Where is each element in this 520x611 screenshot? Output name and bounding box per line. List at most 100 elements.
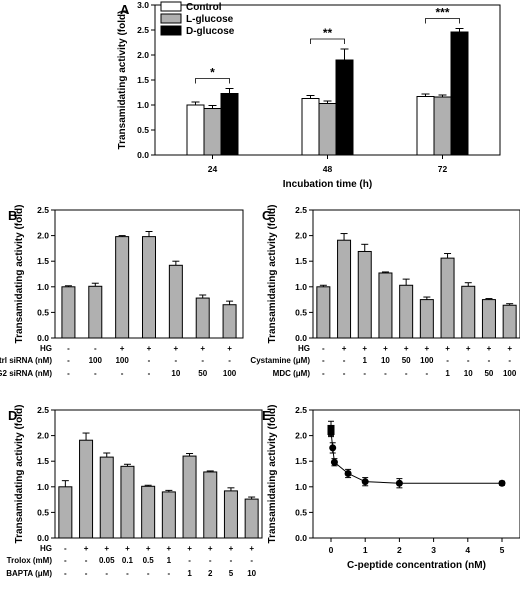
chart-2-condition-0-8: + (487, 344, 492, 353)
chart-1-condition-0-5: + (200, 344, 205, 353)
chart-2-condition-1-5: 100 (420, 356, 434, 365)
chart-3-condition-1-4: 0.5 (143, 556, 155, 565)
chart-0-sig-label-2: *** (435, 6, 449, 20)
chart-3-condition-2-5: - (168, 569, 171, 578)
chart-2-ytick-label-4: 2.0 (295, 231, 307, 241)
chart-2-bar-6 (440, 257, 455, 339)
chart-1-condition-1-2: 100 (115, 356, 129, 365)
chart-1-bar-6 (222, 304, 237, 339)
chart-0-bar-dglucose-48 (335, 59, 354, 156)
chart-2-condition-0-2: + (362, 344, 367, 353)
chart-3-condition-2-9: 10 (247, 569, 256, 578)
chart-2-bar-1 (337, 239, 352, 339)
chart-0-plot-frame (154, 4, 501, 156)
chart-4-ytick-label-1: 0.5 (295, 507, 307, 517)
chart-3-condition-2-8: 5 (229, 569, 234, 578)
chart-3-ytick-label-1: 0.5 (37, 507, 49, 517)
chart-1-ytick-label-1: 0.5 (37, 307, 49, 317)
chart-0-bar-lglucose-24 (203, 108, 222, 156)
chart-2-bar-4 (399, 284, 414, 339)
chart-0-bar-dglucose-24 (220, 93, 239, 156)
chart-1-condition-0-0: - (67, 344, 70, 353)
chart-1-condition-label-1: Ctrl siRNA (nM) (0, 356, 52, 365)
chart-0-panel-letter: A (120, 2, 130, 17)
chart-0-ytick-label-3: 1.5 (137, 75, 149, 85)
chart-3-bar-6 (182, 455, 197, 539)
chart-3-condition-2-1: - (85, 569, 88, 578)
chart-3-bar-0 (58, 486, 73, 539)
chart-4-ytick-label-4: 2.0 (295, 431, 307, 441)
chart-1-bar-2 (115, 236, 130, 339)
chart-1-condition-2-1: - (94, 369, 97, 378)
chart-3-condition-1-9: - (250, 556, 253, 565)
chart-3-condition-2-6: 1 (187, 569, 192, 578)
chart-1-condition-1-6: - (228, 356, 231, 365)
chart-1-condition-0-1: - (94, 344, 97, 353)
chart-1-ytick-label-3: 1.5 (37, 256, 49, 266)
chart-3-condition-2-0: - (64, 569, 67, 578)
chart-2-condition-1-7: - (467, 356, 470, 365)
chart-4-point-2 (329, 444, 337, 452)
chart-3-condition-1-7: - (209, 556, 212, 565)
chart-4-series-line (330, 428, 502, 484)
chart-3-condition-2-7: 2 (208, 569, 213, 578)
chart-2-plot-frame (312, 209, 520, 339)
chart-1-y-axis-title: Transamidating activity (fold) (14, 205, 25, 344)
chart-0-ytick-label-4: 2.0 (137, 50, 149, 60)
chart-3-plot-frame (54, 409, 263, 539)
chart-3-condition-2-3: - (126, 569, 129, 578)
chart-1-condition-2-0: - (67, 369, 70, 378)
chart-0-sig-label-0: * (210, 66, 215, 80)
chart-3-condition-2-2: - (105, 569, 108, 578)
chart-4-xtick-label-5: 5 (500, 545, 505, 555)
chart-3-y-axis-title: Transamidating activity (fold) (14, 405, 25, 544)
chart-4-xtick-label-4: 4 (465, 545, 470, 555)
chart-1-bar-3 (142, 236, 156, 339)
chart-4-point-4 (344, 469, 352, 477)
chart-1-condition-0-2: + (120, 344, 125, 353)
chart-4-point-5 (361, 478, 369, 486)
chart-2-condition-label-1: Cystamine (μM) (250, 356, 310, 365)
chart-3-condition-0-9: + (249, 544, 254, 553)
chart-3-bar-1 (79, 439, 94, 539)
chart-3-condition-label-2: BAPTA (μM) (6, 569, 52, 578)
chart-2-condition-2-7: 10 (464, 369, 473, 378)
chart-1-bar-4 (168, 264, 183, 339)
chart-1-ytick-label-0: 0.0 (37, 333, 49, 343)
chart-2-condition-1-2: 1 (363, 356, 368, 365)
chart-3-condition-0-6: + (187, 544, 192, 553)
chart-0-x-axis-title: Incubation time (h) (283, 179, 372, 190)
chart-3-ytick-label-2: 1.0 (37, 482, 49, 492)
chart-3-condition-0-2: + (104, 544, 109, 553)
chart-3-condition-label-1: Trolox (mM) (7, 556, 53, 565)
chart-2-condition-2-0: - (322, 369, 325, 378)
chart-4-point-3 (330, 458, 338, 466)
chart-3-condition-1-3: 0.1 (122, 556, 134, 565)
chart-0-legend-swatch-2 (160, 25, 182, 36)
chart-0-bar-control-24 (186, 104, 205, 156)
chart-2-condition-2-5: - (426, 369, 429, 378)
chart-0-legend-label-1: L-glucose (186, 14, 234, 25)
chart-1-bar-5 (195, 297, 210, 339)
chart-2-condition-2-8: 50 (484, 369, 493, 378)
chart-2-bar-5 (419, 299, 434, 339)
chart-3-ytick-label-3: 1.5 (37, 456, 49, 466)
chart-3-condition-1-0: - (64, 556, 67, 565)
chart-0-bar-dglucose-72 (450, 31, 469, 156)
chart-3-bar-4 (141, 485, 156, 539)
chart-3-condition-1-5: 1 (167, 556, 172, 565)
chart-1-plot-frame (54, 209, 244, 339)
chart-3-bar-7 (203, 471, 218, 539)
chart-1-ytick-label-4: 2.0 (37, 231, 49, 241)
chart-0-ytick-label-1: 0.5 (137, 125, 149, 135)
chart-3-panel-letter: D (8, 408, 17, 423)
chart-1-panel-letter: B (8, 208, 17, 223)
chart-1-condition-1-5: - (201, 356, 204, 365)
chart-0-legend-swatch-0 (160, 1, 182, 12)
chart-4-xtick-label-0: 0 (329, 545, 334, 555)
chart-4-ytick-label-3: 1.5 (295, 456, 307, 466)
chart-2-condition-0-4: + (404, 344, 409, 353)
chart-3-condition-1-2: 0.05 (99, 556, 115, 565)
chart-2-condition-1-3: 10 (381, 356, 390, 365)
